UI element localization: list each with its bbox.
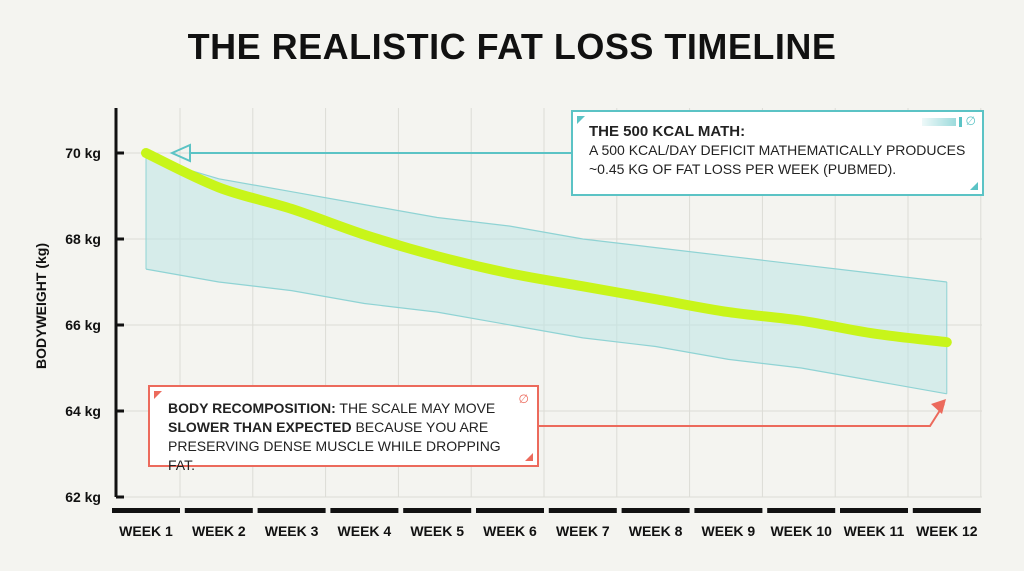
arrow-layer <box>169 143 946 427</box>
chart-title: THE REALISTIC FAT LOSS TIMELINE <box>187 26 837 67</box>
line-layer <box>141 148 952 348</box>
corner-marker <box>970 182 978 190</box>
x-axis-segment <box>403 508 472 513</box>
y-tick-label: 62 kg <box>65 489 101 505</box>
null-symbol-icon: ∅ <box>965 114 976 128</box>
math-arrow-head <box>169 143 191 163</box>
x-axis-segment <box>330 508 399 513</box>
x-axis-segment <box>548 508 617 513</box>
callout-emphasis: SLOWER THAN EXPECTED <box>168 419 352 435</box>
callout-text-part: BECAUSE YOU ARE PRESERVING DENSE MUSCLE … <box>168 419 501 473</box>
callout-body-recomposition: ∅ BODY RECOMPOSITION: THE SCALE MAY MOVE… <box>148 385 539 473</box>
weight-trend-line <box>141 148 952 348</box>
x-axis-segment <box>112 508 180 513</box>
x-tick-label: WEEK 10 <box>770 523 832 539</box>
x-axis-segment <box>257 508 326 513</box>
x-axis-segment <box>694 508 763 513</box>
x-axis-segment <box>767 508 836 513</box>
x-axis-segment <box>621 508 690 513</box>
x-tick-label: WEEK 8 <box>629 523 683 539</box>
callout-heading: THE 500 KCAL MATH: <box>589 123 746 140</box>
y-tick-label: 64 kg <box>65 403 101 419</box>
y-axis-label: BODYWEIGHT (kg) <box>33 243 49 369</box>
y-tick-label: 68 kg <box>65 231 101 247</box>
null-symbol-icon: ∅ <box>518 392 529 406</box>
callout-text: A 500 KCAL/DAY DEFICIT MATHEMATICALLY PR… <box>589 142 966 177</box>
callout-text-part: THE SCALE MAY MOVE <box>335 400 496 416</box>
y-tick-label: 70 kg <box>65 145 101 161</box>
callout-heading: BODY RECOMPOSITION: <box>168 400 336 416</box>
callout-500-kcal-math: ∅ THE 500 KCAL MATH: A 500 KCAL/DAY DEFI… <box>571 110 984 196</box>
decorative-bar <box>922 118 956 126</box>
x-tick-label: WEEK 9 <box>702 523 756 539</box>
x-axis-segment <box>912 508 981 513</box>
x-tick-label: WEEK 1 <box>119 523 173 539</box>
x-axis-segment <box>476 508 544 513</box>
y-tick-label: 66 kg <box>65 317 101 333</box>
recomp-arrow-head <box>931 399 946 414</box>
band-lower-edge <box>145 268 947 395</box>
x-axis-segment <box>840 508 908 513</box>
x-tick-label: WEEK 4 <box>338 523 392 539</box>
band-upper-edge <box>145 156 947 283</box>
x-tick-label: WEEK 5 <box>410 523 464 539</box>
x-tick-label: WEEK 12 <box>916 523 978 539</box>
x-tick-label: WEEK 6 <box>483 523 537 539</box>
recomp-callout-arrow <box>539 403 945 427</box>
x-tick-label: WEEK 7 <box>556 523 610 539</box>
x-tick-label: WEEK 11 <box>844 523 905 539</box>
x-tick-label: WEEK 3 <box>265 523 319 539</box>
corner-marker <box>577 116 585 124</box>
x-tick-label: WEEK 2 <box>192 523 246 539</box>
axis-layer: 62 kg 64 kg 66 kg 68 kg 70 kg WEEK 1 WEEK 2 WEE… <box>65 108 981 539</box>
decorative-pill <box>959 117 962 127</box>
x-axis-segment <box>184 508 253 513</box>
corner-marker <box>154 391 162 399</box>
corner-marker <box>525 453 533 461</box>
